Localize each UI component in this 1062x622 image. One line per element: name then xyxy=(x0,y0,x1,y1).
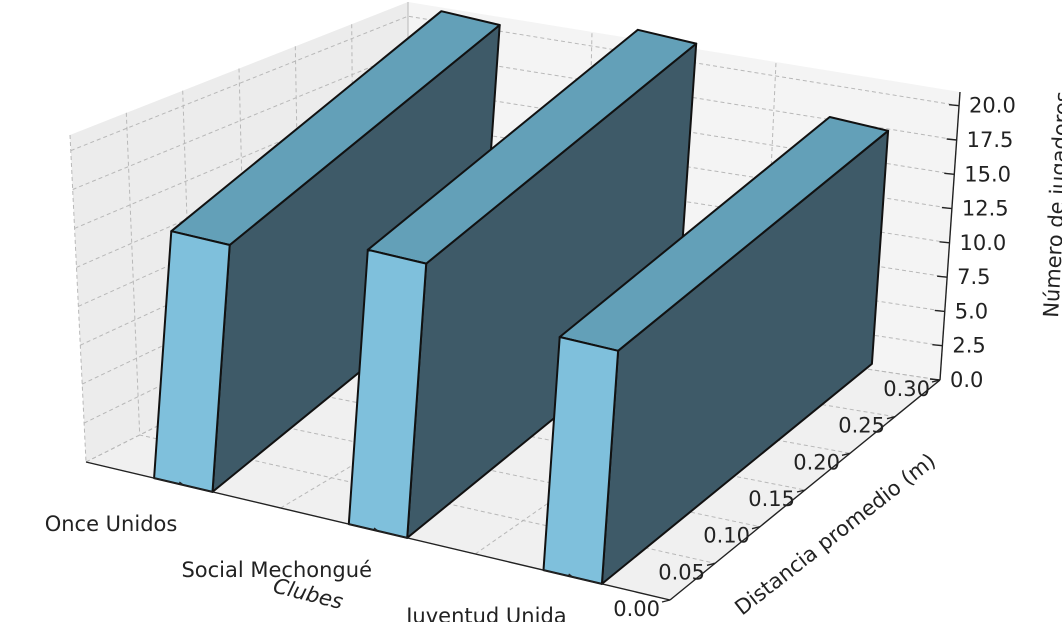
bars xyxy=(153,10,890,585)
z-tick-label: 20.0 xyxy=(969,94,1016,118)
x-tick xyxy=(178,481,184,486)
x-tick-label: Juventud Unida xyxy=(404,604,566,622)
z-tick xyxy=(939,241,950,244)
y-tick xyxy=(886,415,896,420)
z-tick xyxy=(946,138,957,141)
z-gridline xyxy=(74,86,955,229)
z-tick-label: 15.0 xyxy=(964,162,1011,186)
z-tick-label: 10.0 xyxy=(960,231,1007,255)
y-tick xyxy=(841,452,851,457)
z-tick xyxy=(948,104,960,107)
z-axis-label: Número de jugadores xyxy=(1039,91,1062,319)
y-tick-label: 0.25 xyxy=(838,414,885,438)
x-tick xyxy=(568,573,574,578)
z-tick xyxy=(944,172,955,175)
z-tick-label: 12.5 xyxy=(962,197,1009,221)
bar xyxy=(153,10,501,493)
x-tick-label: Once Unidos xyxy=(45,512,178,536)
y-tick xyxy=(706,562,716,567)
z-tick-label: 0.0 xyxy=(950,368,983,392)
x-tick xyxy=(373,527,379,532)
y-tick-label: 0.00 xyxy=(613,597,660,621)
y-tick xyxy=(751,525,761,530)
y-tick xyxy=(796,489,806,493)
bar xyxy=(542,116,890,585)
y-tick-label: 0.05 xyxy=(658,560,705,584)
z-tick-label: 5.0 xyxy=(955,299,988,323)
x-tick-label: Social Mechongué xyxy=(181,558,372,582)
y-tick-label: 0.10 xyxy=(703,524,750,548)
y-tick-label: 0.20 xyxy=(793,450,840,474)
y-tick xyxy=(661,599,671,603)
z-tick xyxy=(941,206,952,210)
z-tick xyxy=(937,275,948,278)
z-tick xyxy=(934,309,945,313)
y-tick-label: 0.30 xyxy=(883,377,930,401)
y-tick-label: 0.15 xyxy=(748,487,795,511)
z-tick-label: 17.5 xyxy=(967,128,1014,152)
z-tick-label: 2.5 xyxy=(952,334,985,358)
z-tick-label: 7.5 xyxy=(957,265,990,289)
z-tick xyxy=(929,378,941,381)
bar xyxy=(347,28,698,539)
z-tick xyxy=(932,344,943,347)
